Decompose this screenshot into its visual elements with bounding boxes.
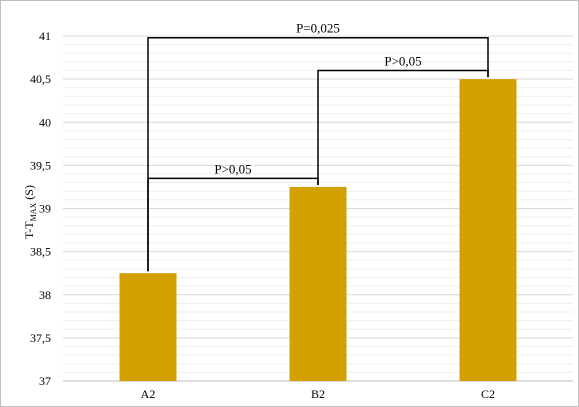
bar-a2 — [119, 273, 177, 381]
x-tick-label: C2 — [481, 387, 495, 401]
y-tick-label: 37 — [39, 374, 51, 388]
x-tick-label: B2 — [311, 387, 325, 401]
significance-brackets: P>0,05 P>0,05 P=0,025 — [147, 21, 489, 272]
y-tick-label: 39 — [39, 202, 51, 216]
p-value-label: P=0,025 — [296, 21, 340, 36]
y-tick-label: 37,5 — [30, 331, 51, 345]
y-tick-label: 40 — [39, 115, 51, 129]
bar-b2 — [289, 186, 347, 381]
y-axis-ticks: 37 37,5 38 38,5 39 39,5 40 40,5 41 — [30, 29, 51, 388]
y-tick-label: 38,5 — [30, 245, 51, 259]
y-tick-label: 41 — [39, 29, 51, 43]
bar-c2 — [459, 79, 517, 381]
p-value-label: P>0,05 — [384, 54, 421, 69]
y-axis-label: T-TMAX (S) — [22, 185, 38, 239]
significance-bracket — [147, 36, 489, 272]
x-tick-label: A2 — [141, 387, 156, 401]
x-axis-ticks: A2 B2 C2 — [141, 387, 495, 401]
y-tick-label: 38 — [39, 288, 51, 302]
bars — [119, 79, 517, 381]
y-tick-label: 39,5 — [30, 158, 51, 172]
p-value-label: P>0,05 — [214, 161, 251, 176]
y-tick-label: 40,5 — [30, 72, 51, 86]
